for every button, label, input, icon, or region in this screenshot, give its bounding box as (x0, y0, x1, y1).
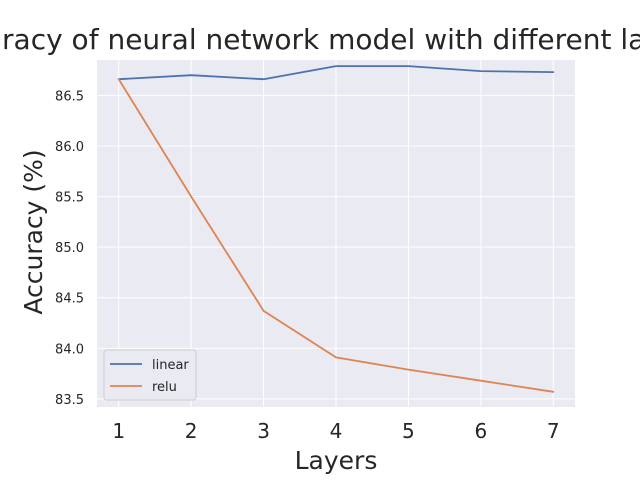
x-tick-label: 4 (330, 419, 343, 443)
x-axis-ticks: 1 2 3 4 5 6 7 (112, 419, 559, 443)
x-axis-label: Layers (295, 446, 378, 475)
y-tick-label: 85.5 (55, 191, 84, 206)
y-tick-label: 86.0 (55, 140, 84, 155)
series-line-linear (117, 65, 555, 81)
legend-label-relu: relu (152, 380, 177, 395)
y-tick-label: 84.0 (55, 342, 84, 357)
x-tick-label: 1 (112, 419, 125, 443)
x-tick-label: 2 (185, 419, 198, 443)
x-tick-label: 5 (402, 419, 415, 443)
x-tick-label: 7 (547, 419, 560, 443)
y-tick-label: 83.5 (55, 393, 84, 408)
x-tick-label: 6 (474, 419, 487, 443)
x-tick-label: 3 (257, 419, 270, 443)
legend: linear relu (103, 349, 197, 401)
legend-box (103, 349, 197, 401)
chart-title: Accuracy of neural network model with di… (0, 23, 640, 56)
y-axis-label: Accuracy (%) (19, 149, 48, 314)
y-tick-label: 84.5 (55, 292, 84, 307)
gridlines (97, 60, 575, 407)
y-tick-label: 85.0 (55, 241, 84, 256)
y-axis-ticks: 83.5 84.0 84.5 85.0 85.5 86.0 86.5 (55, 89, 84, 407)
series-line-relu (117, 78, 555, 393)
series-layer (117, 65, 555, 393)
y-tick-label: 86.5 (55, 89, 84, 104)
legend-label-linear: linear (152, 358, 189, 373)
